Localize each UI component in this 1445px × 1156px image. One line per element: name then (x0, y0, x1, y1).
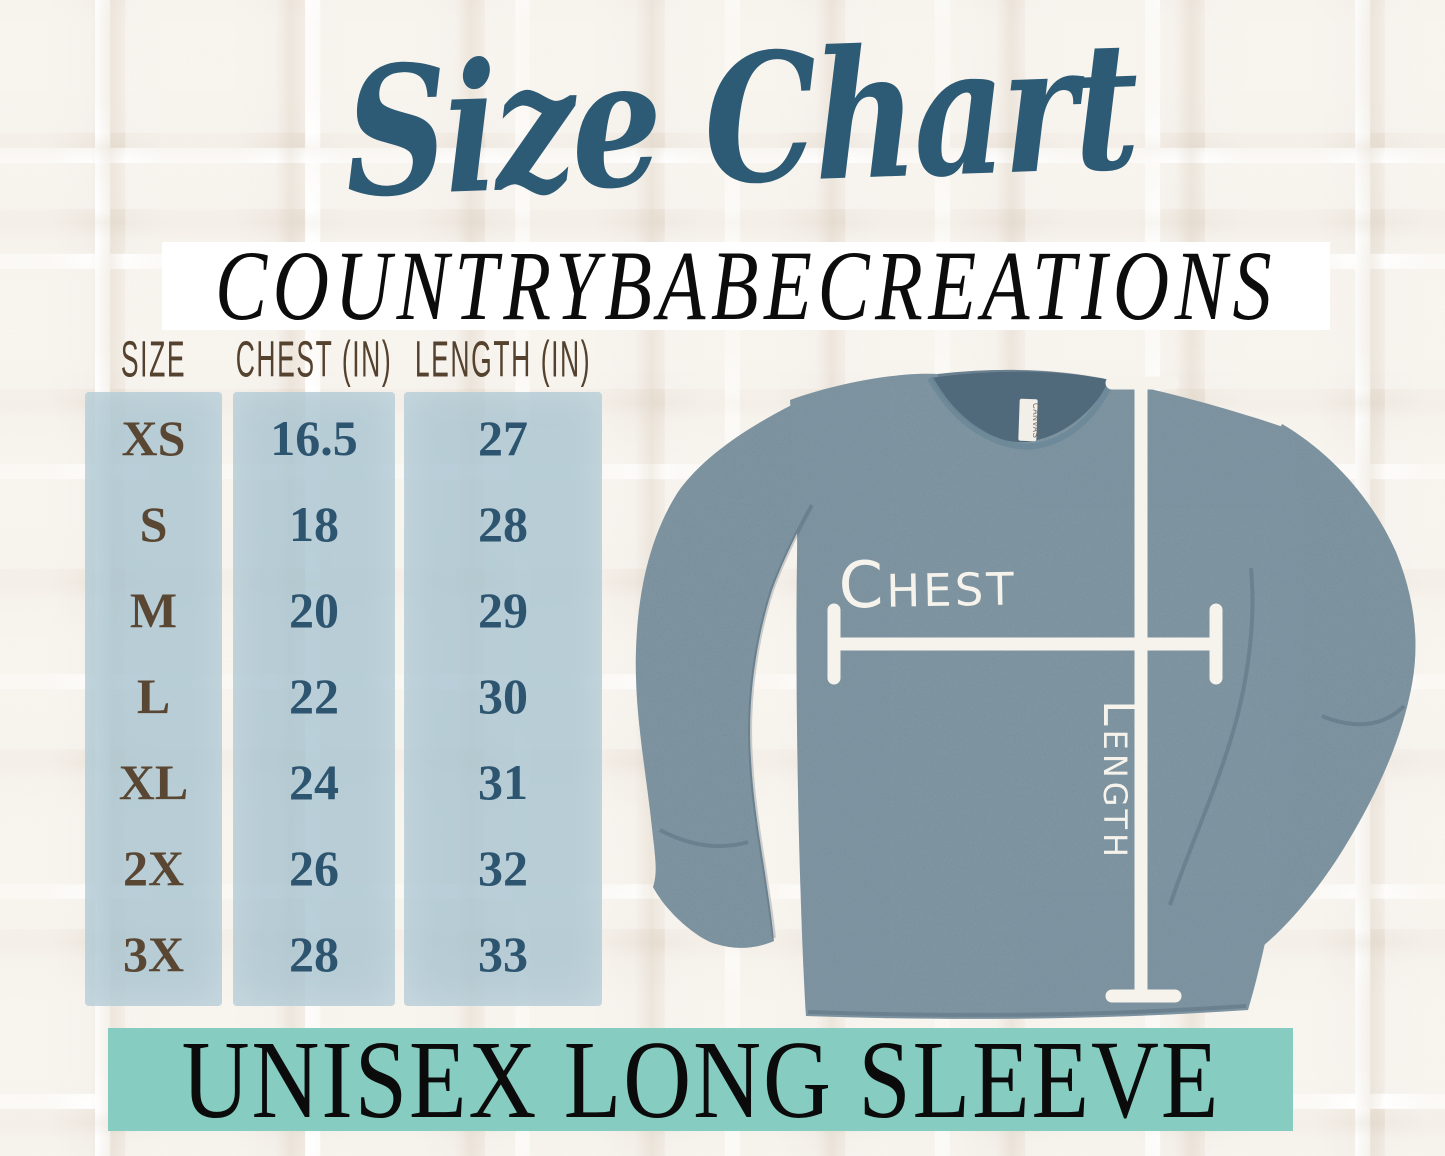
length-cell: 31 (478, 754, 528, 810)
table-row: S 18 28 (0, 492, 640, 556)
chest-cell: 24 (289, 754, 339, 810)
size-cell: XS (121, 410, 186, 466)
length-cell: 28 (478, 496, 528, 552)
product-type-text: UNISEX LONG SLEEVE (181, 1017, 1220, 1142)
table-row: L 22 30 (0, 664, 640, 728)
column-header-chest: CHEST (IN) (235, 330, 393, 388)
chest-cell: 16.5 (270, 410, 358, 466)
length-cell: 30 (478, 668, 528, 724)
length-cell: 27 (478, 410, 528, 466)
neck-tag: CANVAS (1018, 398, 1040, 442)
length-cell: 29 (478, 582, 528, 638)
neck-tag-text: CANVAS (1031, 403, 1040, 438)
shirt-shape: CANVAS Chest Length (635, 369, 1416, 1019)
chest-cell: 26 (289, 840, 339, 896)
column-header-size: SIZE (120, 330, 187, 388)
length-label: Length (1093, 700, 1147, 861)
chest-cell: 18 (289, 496, 339, 552)
brand-banner: COUNTRYBABECREATIONS (162, 231, 1330, 341)
size-cell: 3X (122, 926, 185, 982)
measurement-lines (827, 376, 1223, 1003)
size-cell: L (136, 668, 171, 724)
product-type-banner: UNISEX LONG SLEEVE (108, 1017, 1293, 1142)
size-cell: XL (118, 754, 189, 810)
size-cell: 2X (122, 840, 185, 896)
long-sleeve-shirt-illustration: CANVAS Chest Length (635, 369, 1416, 1019)
column-header-length: LENGTH (IN) (414, 330, 592, 388)
table-row: M 20 29 (0, 578, 640, 642)
chest-column-background (233, 392, 395, 1006)
table-row: 3X 28 33 (0, 922, 640, 986)
table-row: XS 16.5 27 (0, 406, 640, 470)
table-row: XL 24 31 (0, 750, 640, 814)
chest-cell: 28 (289, 926, 339, 982)
table-row: 2X 26 32 (0, 836, 640, 900)
length-cell: 32 (478, 840, 528, 896)
brand-name: COUNTRYBABECREATIONS (214, 231, 1278, 341)
length-cell: 33 (478, 926, 528, 982)
size-column-background (85, 392, 222, 1006)
length-column-background (404, 392, 602, 1006)
size-cell: S (139, 496, 168, 552)
chest-cell: 22 (289, 668, 339, 724)
chest-label: Chest (838, 546, 1017, 623)
chest-cell: 20 (289, 582, 339, 638)
size-cell: M (129, 582, 178, 638)
